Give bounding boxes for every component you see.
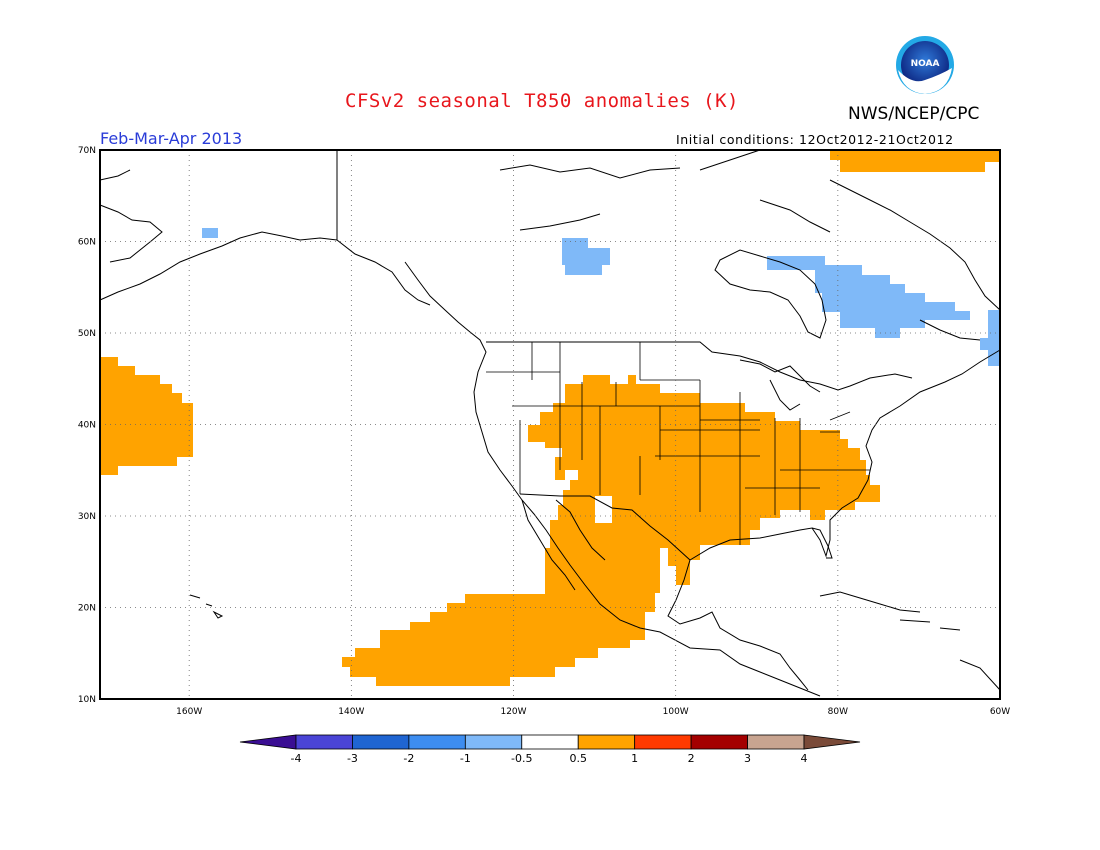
warm-anomaly-arctic bbox=[830, 150, 1000, 172]
map-frame bbox=[99, 149, 1001, 700]
map-grid bbox=[100, 150, 1000, 699]
colorbar-swatch bbox=[747, 734, 805, 750]
initial-conditions: Initial conditions: 12Oct2012-21Oct2012 bbox=[676, 132, 954, 147]
colorbar-tick-label: -4 bbox=[291, 752, 302, 765]
x-tick-labels: 160W 140W 120W 100W 80W 60W bbox=[176, 707, 1010, 717]
colorbar-swatch bbox=[577, 734, 636, 750]
agency-label: NWS/NCEP/CPC bbox=[848, 104, 980, 124]
colorbar-swatch bbox=[352, 734, 410, 750]
x-tick-label: 80W bbox=[828, 707, 848, 717]
forecast-period: Feb-Mar-Apr 2013 bbox=[100, 129, 243, 148]
map-title: CFSv2 seasonal T850 anomalies (K) bbox=[345, 90, 739, 112]
y-tick-label: 60N bbox=[78, 238, 96, 248]
colorbar-arrow-low bbox=[239, 734, 297, 750]
colorbar-swatch bbox=[690, 734, 748, 750]
warm-anomaly-continental bbox=[342, 375, 880, 686]
colorbar: -4 -3 -2 -1 -0.5 0.5 1 2 3 4 bbox=[239, 734, 861, 765]
coastlines-borders bbox=[99, 149, 1001, 697]
anomaly-shading bbox=[100, 150, 1000, 686]
x-tick-label: 60W bbox=[990, 707, 1010, 717]
colorbar-swatch bbox=[634, 734, 692, 750]
colorbar-tick-label: 3 bbox=[744, 752, 751, 765]
colorbar-tick-label: 1 bbox=[631, 752, 638, 765]
colorbar-swatch bbox=[521, 734, 579, 750]
cool-anomaly-northwest-canada bbox=[562, 238, 610, 275]
x-tick-label: 160W bbox=[176, 707, 202, 717]
colorbar-tick-label: -3 bbox=[347, 752, 358, 765]
colorbar-tick-label: -1 bbox=[460, 752, 471, 765]
y-tick-labels: 10N 20N 30N 40N 50N 60N 70N bbox=[78, 146, 96, 705]
warm-anomaly-pacific-west bbox=[100, 357, 193, 475]
x-tick-label: 100W bbox=[663, 707, 689, 717]
colorbar-swatch bbox=[408, 734, 466, 750]
colorbar-arrow-high bbox=[803, 734, 861, 750]
colorbar-swatch bbox=[295, 734, 353, 750]
y-tick-label: 50N bbox=[78, 329, 96, 339]
y-tick-label: 20N bbox=[78, 604, 96, 614]
y-tick-label: 40N bbox=[78, 421, 96, 431]
cool-anomaly-alaska bbox=[202, 228, 218, 238]
x-tick-label: 140W bbox=[338, 707, 364, 717]
state-lines bbox=[486, 342, 870, 545]
colorbar-tick-label: 0.5 bbox=[569, 752, 587, 765]
colorbar-swatch bbox=[464, 734, 523, 750]
y-tick-label: 30N bbox=[78, 512, 96, 522]
cool-anomaly-labrador bbox=[980, 310, 1000, 366]
colorbar-tick-label: 2 bbox=[688, 752, 695, 765]
x-tick-label: 120W bbox=[500, 707, 526, 717]
cool-anomaly-hudson-bay bbox=[767, 256, 970, 338]
y-tick-label: 70N bbox=[78, 146, 96, 156]
colorbar-tick-label: -0.5 bbox=[511, 752, 532, 765]
y-tick-label: 10N bbox=[78, 695, 96, 705]
colorbar-tick-label: 4 bbox=[801, 752, 808, 765]
colorbar-tick-label: -2 bbox=[403, 752, 414, 765]
